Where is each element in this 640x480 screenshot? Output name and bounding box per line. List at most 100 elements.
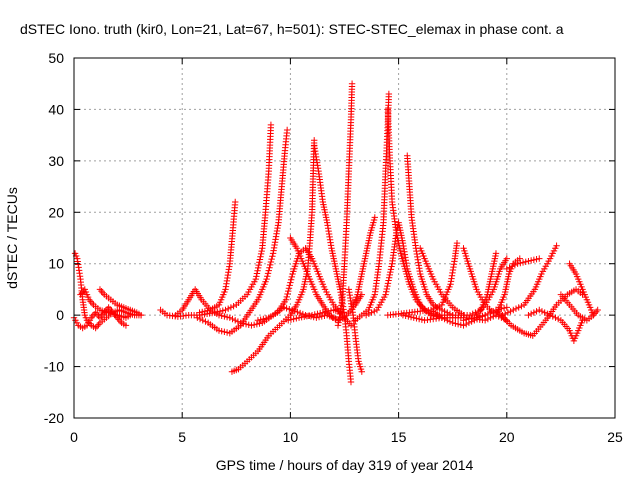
data-point — [265, 267, 272, 274]
data-point — [536, 255, 543, 262]
data-point — [288, 273, 296, 281]
data-point — [430, 305, 437, 312]
data-point — [347, 378, 355, 386]
data-point — [224, 305, 232, 312]
data-point — [218, 328, 225, 335]
axis-ticks — [73, 57, 616, 419]
data-point — [383, 288, 390, 295]
data-point — [223, 313, 231, 321]
data-point — [511, 261, 519, 269]
data-point — [503, 255, 510, 262]
data-point — [319, 309, 327, 316]
data-point — [471, 317, 478, 324]
y-tick-label: 50 — [48, 50, 64, 66]
data-point — [441, 315, 448, 323]
data-point — [541, 309, 548, 316]
data-point — [199, 317, 206, 324]
data-point — [452, 320, 459, 327]
y-tick-label: 30 — [48, 153, 64, 169]
data-point — [385, 274, 393, 281]
plot-frame — [73, 57, 616, 419]
data-point — [318, 313, 325, 320]
data-point — [321, 312, 328, 319]
data-point — [371, 308, 378, 315]
data-arc — [473, 255, 510, 319]
data-arc — [70, 304, 130, 332]
data-point — [226, 314, 234, 321]
data-point — [204, 307, 211, 314]
data-point — [553, 242, 560, 249]
data-point — [255, 261, 262, 269]
data-point — [594, 306, 601, 314]
data-point — [435, 302, 443, 310]
data-point — [463, 320, 470, 328]
data-point — [506, 264, 513, 271]
data-point — [500, 315, 508, 323]
data-point — [223, 329, 231, 336]
data-point — [215, 311, 223, 319]
data-point — [294, 308, 301, 316]
data-point — [263, 275, 270, 283]
data-point — [267, 261, 274, 269]
data-point — [385, 90, 393, 98]
data-point — [230, 302, 237, 310]
data-arc — [77, 286, 134, 321]
data-point — [285, 317, 292, 324]
data-point — [254, 317, 262, 324]
data-point — [232, 317, 239, 324]
data-point — [514, 260, 521, 267]
data-point — [260, 315, 267, 323]
data-point — [371, 214, 378, 221]
data-point — [267, 121, 275, 129]
data-point — [252, 275, 259, 283]
x-tick-label: 5 — [178, 429, 186, 445]
data-point — [533, 256, 540, 263]
data-point — [221, 313, 228, 320]
data-point — [538, 308, 546, 315]
data-point — [476, 314, 483, 321]
data-point — [257, 316, 264, 323]
data-point — [481, 311, 489, 319]
y-tick-labels: -20 -10 0 10 20 30 40 50 — [44, 50, 64, 426]
x-tick-labels: 0 5 10 15 20 25 — [70, 429, 623, 445]
data-point — [454, 320, 462, 328]
data-point — [215, 327, 223, 334]
data-point — [387, 268, 394, 276]
data-point — [415, 315, 423, 323]
data-point — [256, 256, 264, 263]
data-point — [287, 316, 295, 323]
data-point — [315, 313, 323, 321]
data-point — [199, 308, 206, 316]
data-arc — [196, 198, 239, 316]
data-arc — [334, 80, 356, 329]
x-axis-label: GPS time / hours of day 319 of year 2014 — [216, 457, 474, 473]
data-point — [285, 287, 292, 295]
data-point — [383, 285, 390, 293]
data-point — [500, 304, 508, 312]
data-points — [70, 80, 601, 386]
data-point — [137, 311, 145, 319]
x-tick-label: 15 — [391, 429, 407, 445]
data-point — [501, 310, 509, 318]
data-point — [410, 314, 417, 321]
data-point — [527, 310, 535, 318]
data-point — [264, 273, 271, 280]
data-point — [308, 311, 316, 319]
data-point — [546, 311, 554, 319]
data-point — [254, 267, 261, 274]
data-point — [269, 253, 276, 260]
data-point — [509, 263, 516, 270]
data-point — [438, 314, 446, 321]
data-point — [296, 309, 304, 317]
x-tick-label: 25 — [607, 429, 623, 445]
data-arc — [287, 234, 366, 324]
data-point — [256, 320, 263, 327]
data-arc — [285, 306, 346, 324]
data-arc — [96, 286, 145, 319]
data-point — [196, 315, 204, 323]
data-point — [287, 276, 295, 283]
data-arc — [194, 126, 291, 337]
data-point — [234, 318, 242, 325]
data-point — [313, 314, 320, 321]
data-point — [519, 259, 527, 266]
